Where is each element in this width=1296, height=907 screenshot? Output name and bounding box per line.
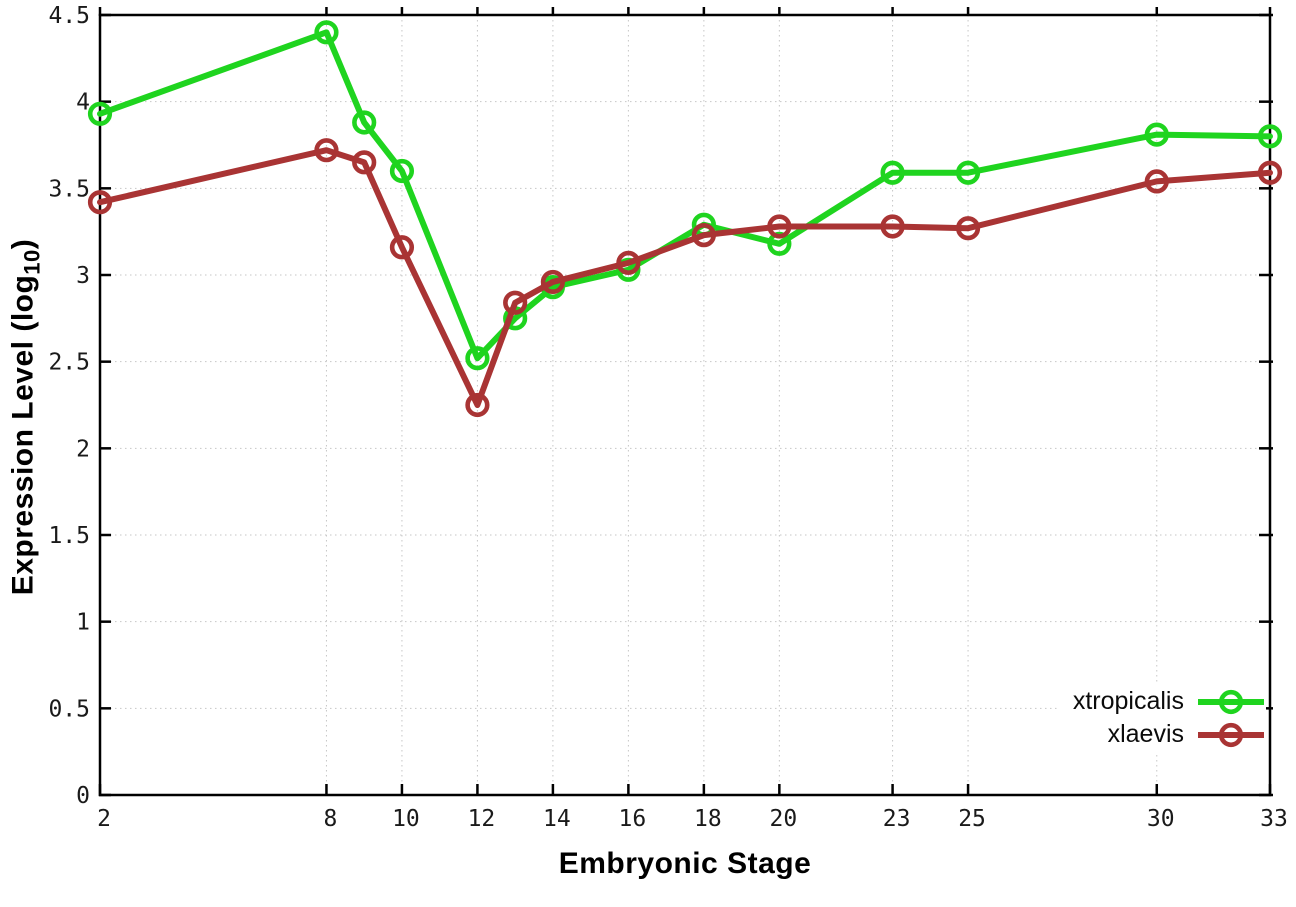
plot-border [98, 13, 1272, 797]
y-tick-label: 0.5 [48, 696, 90, 722]
data-point-xtropicalis [955, 160, 981, 185]
data-point-xtropicalis [465, 346, 490, 371]
data-point-xtropicalis [1144, 122, 1169, 147]
data-point-xlaevis [465, 392, 490, 418]
legend-item-xlaevis: xlaevis [1073, 718, 1266, 751]
x-tick-label: 2 [97, 806, 111, 832]
data-point-xtropicalis [389, 158, 415, 184]
data-point-xtropicalis [352, 110, 377, 135]
data-point-xlaevis [955, 216, 981, 241]
y-tick-labels: 0 0.5 1 1.5 2 2.5 3 3.5 4 4.5 [48, 3, 90, 809]
x-tick-label: 23 [883, 806, 911, 832]
x-tick-label: 10 [392, 806, 420, 832]
y-axis-title-text: Expression Level (log [6, 274, 40, 596]
data-point-xlaevis [87, 190, 113, 215]
x-tick-label: 30 [1147, 806, 1175, 832]
legend-label: xlaevis [1107, 720, 1184, 748]
x-tick-label: 20 [770, 806, 798, 832]
tick-marks [98, 7, 1273, 797]
legend-marker-xlaevis [1198, 722, 1264, 747]
data-point-xtropicalis [87, 101, 113, 126]
x-tick-label: 12 [468, 806, 496, 832]
y-tick-label: 3.5 [48, 176, 90, 202]
x-axis-title: Embryonic Stage [558, 847, 812, 880]
data-point-xlaevis [540, 269, 566, 295]
x-tick-label: 14 [543, 806, 571, 832]
y-tick-label: 4.5 [48, 3, 90, 29]
x-tick-label: 25 [958, 806, 986, 832]
legend-sample-circle [1218, 689, 1244, 714]
y-tick-label: 3 [76, 263, 90, 289]
data-point-xlaevis [1257, 160, 1283, 185]
y-axis-title-subscript: 10 [19, 249, 45, 275]
y-tick-label: 4 [76, 90, 90, 116]
y-axis-title-close: ) [6, 238, 40, 250]
x-tick-label: 18 [694, 806, 722, 832]
x-tick-label: 16 [619, 806, 647, 832]
data-point-xlaevis [389, 235, 415, 260]
legend-label: xtropicalis [1072, 687, 1184, 715]
legend-marker-xtropicalis [1198, 689, 1264, 714]
data-point-xlaevis [767, 214, 792, 239]
data-point-xlaevis [691, 223, 716, 248]
y-axis-title: Expression Level (log10) [7, 239, 46, 596]
data-point-xtropicalis [314, 20, 339, 45]
data-point-xlaevis [880, 214, 905, 239]
x-tick-labels: 2 8 10 12 14 16 18 20 23 25 30 33 [97, 806, 1288, 832]
data-point-xlaevis [352, 150, 377, 175]
series-xlaevis [87, 138, 1283, 418]
legend: xtropicalis xlaevis [1058, 683, 1266, 753]
y-tick-label: 2 [76, 436, 90, 462]
x-tick-label: 33 [1260, 806, 1288, 832]
data-point-xlaevis [616, 250, 641, 275]
legend-item-xtropicalis: xtropicalis [1073, 685, 1266, 718]
y-tick-label: 1 [76, 610, 90, 636]
y-tick-label: 1.5 [48, 523, 90, 549]
data-point-xtropicalis [880, 160, 905, 185]
y-tick-label: 2.5 [48, 350, 90, 376]
data-point-xlaevis [1144, 169, 1169, 194]
gridlines [100, 15, 1270, 795]
data-point-xlaevis [503, 290, 528, 315]
data-point-xlaevis [314, 138, 339, 163]
legend-sample-circle [1218, 722, 1244, 747]
data-point-xtropicalis [1257, 124, 1283, 149]
y-tick-label: 0 [76, 783, 90, 809]
x-tick-label: 8 [324, 806, 338, 832]
series-line-xlaevis [97, 147, 1273, 408]
